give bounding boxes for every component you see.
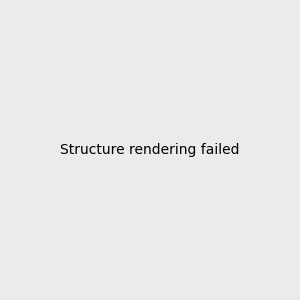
Text: Structure rendering failed: Structure rendering failed xyxy=(60,143,240,157)
